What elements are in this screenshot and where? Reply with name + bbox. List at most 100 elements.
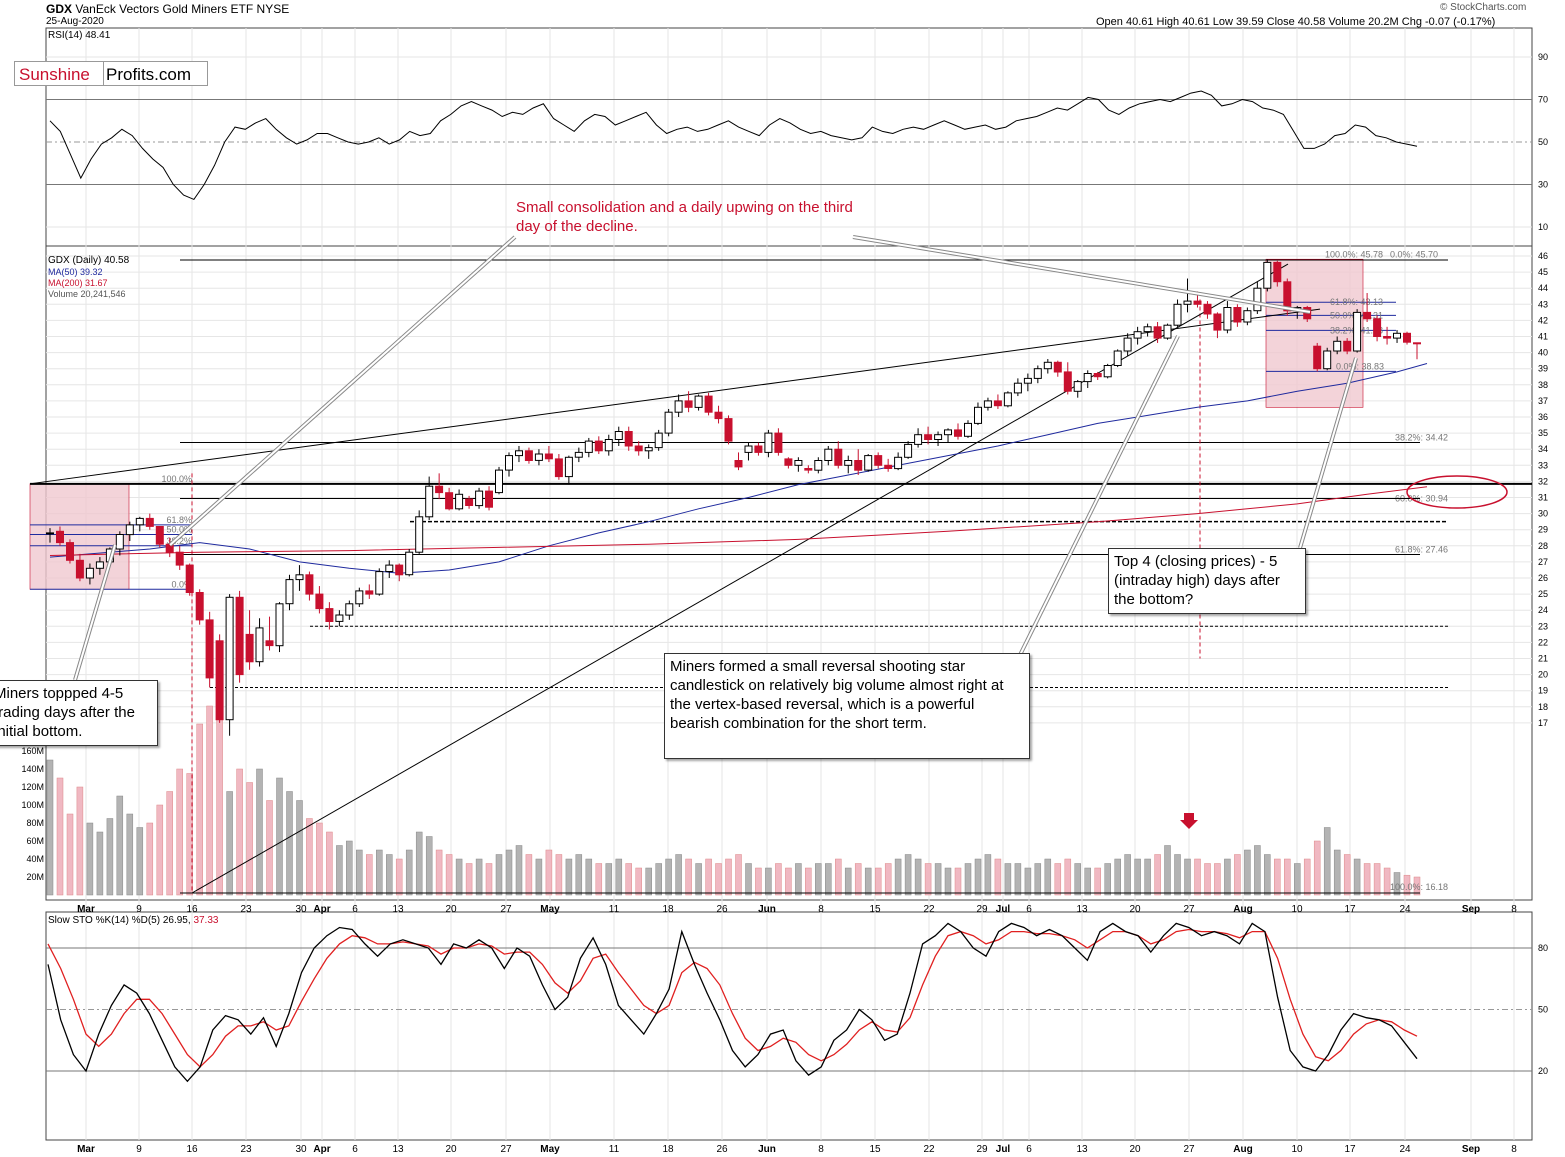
candle-body xyxy=(66,542,74,561)
volume-bar xyxy=(1244,849,1251,896)
x-tick-label: 27 xyxy=(500,904,512,915)
volume-bar xyxy=(635,867,642,896)
volume-bar xyxy=(695,863,702,896)
candle-body xyxy=(1023,377,1032,384)
volume-bar xyxy=(415,831,423,896)
volume-bar xyxy=(1014,863,1022,896)
header-exchange: NYSE xyxy=(256,2,290,16)
annotation-toppped: Miners toppped 4-5 trading days after th… xyxy=(0,680,158,746)
x-tick-label: 20 xyxy=(445,1144,457,1155)
volume-bar xyxy=(595,863,603,896)
volume-bar xyxy=(356,849,363,896)
candle-body xyxy=(894,456,903,470)
volume-bar xyxy=(505,849,513,896)
candle-body xyxy=(1033,368,1042,379)
fib-label: 60.0%: 30.94 xyxy=(1395,493,1448,503)
volume-tick-label: 120M xyxy=(21,782,44,792)
x-tick-label: Jul xyxy=(996,1144,1011,1155)
volume-bar xyxy=(515,845,523,896)
volume-bar xyxy=(565,858,573,896)
candle-body xyxy=(1323,350,1332,370)
candle-body xyxy=(365,590,374,595)
volume-bar xyxy=(126,813,134,896)
candle-body xyxy=(135,517,144,526)
x-tick-label: 30 xyxy=(295,904,307,915)
volume-bar xyxy=(1144,858,1151,896)
price-tick-label: 43 xyxy=(1538,299,1548,309)
volume-bar xyxy=(1114,858,1121,896)
candle-body xyxy=(844,460,853,466)
x-tick-label: 22 xyxy=(923,1144,935,1155)
volume-bar xyxy=(765,867,772,896)
volume-bar xyxy=(924,863,932,896)
candle-body xyxy=(1383,336,1392,339)
candle-body xyxy=(235,596,244,676)
x-tick-label: 13 xyxy=(392,1144,404,1155)
fib-label: 100.0%: 16.18 xyxy=(1390,882,1448,892)
x-tick-label: 23 xyxy=(240,904,252,915)
volume-bar xyxy=(256,768,263,896)
x-tick-label: May xyxy=(540,904,560,915)
volume-bar xyxy=(805,867,812,896)
candle-body xyxy=(46,532,54,535)
volume-bar xyxy=(236,768,243,896)
x-tick-label: 8 xyxy=(818,1144,824,1155)
volume-bar xyxy=(825,863,832,896)
x-tick-label: 10 xyxy=(1291,904,1303,915)
volume-bar xyxy=(386,854,393,896)
volume-bar xyxy=(366,854,373,896)
volume-bar xyxy=(1004,863,1012,896)
candle-body xyxy=(475,490,484,507)
rsi-line xyxy=(49,90,1418,201)
volume-bar xyxy=(1214,863,1221,896)
candle-body xyxy=(1233,307,1242,323)
x-tick-label: 13 xyxy=(392,904,404,915)
candle-body xyxy=(864,455,873,471)
volume-tick-label: 160M xyxy=(21,746,44,756)
candle-body xyxy=(465,498,474,507)
candle-body xyxy=(485,490,493,508)
volume-bar xyxy=(745,863,752,896)
volume-bar xyxy=(844,867,852,896)
volume-bar xyxy=(1224,858,1231,896)
candle-body xyxy=(814,460,823,471)
candle-body xyxy=(515,450,523,457)
candle-body xyxy=(455,493,464,510)
x-tick-label: Aug xyxy=(1233,904,1252,915)
volume-bar xyxy=(1194,858,1201,896)
volume-bar xyxy=(465,863,473,896)
candle-body xyxy=(1243,310,1252,323)
candle-body xyxy=(1333,340,1342,352)
volume-bar xyxy=(675,854,682,896)
ma200-label: MA(200) 31.67 xyxy=(48,278,108,288)
volume-bar xyxy=(1343,854,1351,896)
x-tick-label: 24 xyxy=(1399,1144,1411,1155)
volume-bar xyxy=(116,795,124,896)
candle-body xyxy=(924,434,933,441)
logo-part1: Sunshine xyxy=(19,65,90,84)
candle-body xyxy=(594,440,603,452)
volume-bar xyxy=(655,863,662,896)
candle-body xyxy=(1213,313,1222,331)
volume-bar xyxy=(435,849,443,896)
volume-bar xyxy=(206,705,213,896)
x-tick-label: Sep xyxy=(1462,1144,1480,1155)
volume-bar xyxy=(785,867,792,896)
annotation-top4: Top 4 (closing prices) - 5 (intraday hig… xyxy=(1108,548,1306,614)
candle-body xyxy=(634,445,643,452)
x-tick-label: 6 xyxy=(1026,1144,1032,1155)
candle-body xyxy=(644,447,653,452)
candle-body xyxy=(335,614,344,622)
volume-bar xyxy=(96,831,104,896)
volume-bar xyxy=(934,863,942,896)
x-tick-label: Jul xyxy=(996,904,1011,915)
candle-body xyxy=(1263,261,1272,289)
price-tick-label: 23 xyxy=(1538,621,1548,631)
volume-bar xyxy=(176,768,183,896)
sto-panel-frame xyxy=(45,911,1533,1141)
candle-body xyxy=(75,559,84,579)
volume-tick-label: 40M xyxy=(26,854,44,864)
volume-bar xyxy=(1303,858,1311,896)
volume-bar xyxy=(246,782,253,896)
candle-body xyxy=(804,468,813,471)
